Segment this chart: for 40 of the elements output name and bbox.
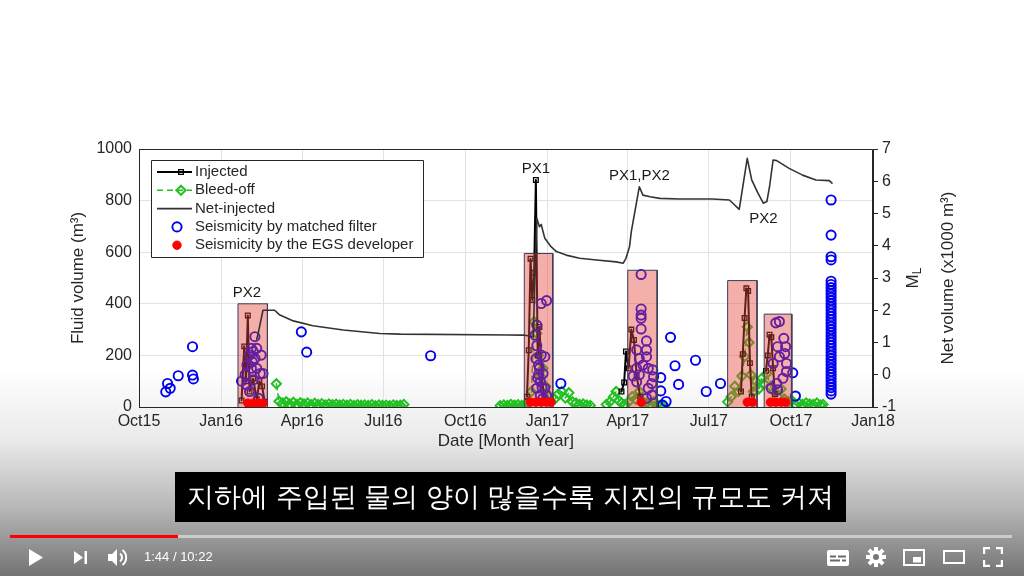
y2-tick-label: 4 (882, 236, 891, 254)
x-tick-label: Jan18 (851, 412, 895, 430)
annotation: PX2 (232, 282, 262, 300)
y-tick-label: 0 (123, 397, 133, 415)
y2-tick-label: 1 (882, 332, 891, 350)
y2-tick-label: 5 (882, 203, 891, 221)
x-tick-label: Oct15 (117, 412, 161, 430)
text: 1:44 / 10:22 (144, 549, 213, 565)
legend-label: Net-injected (195, 198, 276, 216)
y3-axis-title: Net volume (x1000 m³) (937, 191, 957, 365)
x-axis-title: Date [Month Year] (437, 430, 574, 450)
y-axis-title: Fluid volume (m³) (67, 211, 87, 345)
x-tick-label: Jul16 (364, 412, 403, 430)
x-tick-label: Apr17 (606, 412, 650, 430)
x-tick-label: Jan16 (199, 412, 243, 430)
y2-tick-label: 3 (882, 268, 891, 286)
y-tick-label: 800 (105, 191, 133, 209)
legend-label: Seismicity by matched filter (195, 217, 377, 235)
y2-tick-label: 2 (882, 300, 891, 318)
y2-tick-label: 7 (882, 139, 891, 157)
annotation: PX1 (521, 159, 551, 177)
y-tick-label: 600 (105, 242, 133, 260)
text: 지하에 주입된 물의 양이 많을수록 지진의 규모도 커져 (175, 472, 846, 522)
y2-axis-title: ML (902, 267, 925, 289)
y-tick-label: 400 (105, 294, 133, 312)
x-tick-label: Apr16 (280, 412, 324, 430)
y2-tick-label: 0 (882, 365, 891, 383)
x-tick-label: Oct17 (769, 412, 813, 430)
y-tick-label: 200 (105, 345, 133, 363)
annotation: PX1,PX2 (608, 165, 670, 183)
annotation: PX2 (749, 209, 778, 227)
legend-label: Seismicity by the EGS developer (195, 235, 414, 253)
x-tick-label: Oct16 (444, 412, 487, 430)
y2-tick-label: 6 (882, 171, 891, 189)
x-tick-label: Jul17 (689, 412, 729, 430)
legend-label: Bleed-off (195, 180, 256, 198)
x-tick-label: Jan17 (525, 412, 570, 430)
legend-label: Injected (195, 162, 248, 180)
y-tick-label: 1000 (96, 139, 133, 157)
y2-tick-label: -1 (882, 397, 897, 415)
